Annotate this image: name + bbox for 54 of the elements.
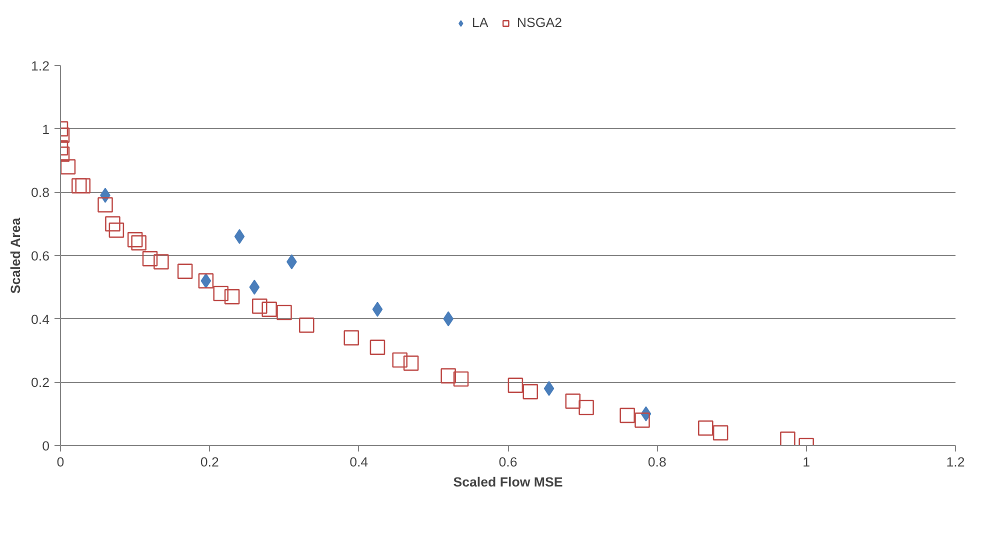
- x-tick-label: 0.8: [648, 454, 666, 470]
- x-tick-label: 0.2: [200, 454, 219, 470]
- legend-label: NSGA2: [516, 15, 562, 30]
- point: [142, 251, 158, 266]
- point: [71, 178, 87, 194]
- y-tick-label: 0: [42, 438, 50, 454]
- y-tick-label: 0.4: [30, 312, 50, 327]
- point: [620, 408, 635, 424]
- x-tick-label: 0.6: [498, 454, 518, 470]
- point: [131, 235, 146, 250]
- point: [108, 222, 124, 238]
- point: [344, 330, 360, 346]
- x-tick-label: 0: [56, 454, 64, 470]
- point: [453, 371, 469, 387]
- y-tick-label: 0.2: [30, 375, 50, 390]
- y-tick-label: 1: [42, 122, 50, 137]
- point: [276, 304, 292, 320]
- y-tick-label: 0.6: [30, 248, 50, 264]
- point: [522, 384, 538, 400]
- y-axis-title: Scaled Area: [8, 217, 23, 294]
- legend-label: LA: [472, 15, 490, 30]
- point: [298, 318, 314, 333]
- point: [213, 286, 229, 302]
- x-axis-title: Scaled Flow MSE: [453, 474, 563, 490]
- point: [127, 232, 143, 248]
- point: [372, 302, 383, 317]
- point: [403, 356, 419, 371]
- y-tick-label: 0.8: [30, 185, 50, 200]
- point: [370, 340, 386, 355]
- point: [698, 420, 714, 436]
- point: [98, 197, 113, 212]
- point: [440, 368, 456, 384]
- point: [634, 412, 650, 428]
- x-tick-label: 1: [802, 454, 810, 470]
- point: [544, 381, 554, 396]
- point: [392, 352, 408, 368]
- y-tick-label: 1.2: [30, 58, 50, 74]
- point: [75, 178, 91, 194]
- point: [578, 400, 594, 416]
- point: [262, 302, 277, 317]
- point: [60, 159, 76, 174]
- x-tick-label: 1.2: [946, 454, 965, 470]
- point: [780, 432, 796, 446]
- point: [105, 216, 120, 232]
- point: [508, 378, 524, 393]
- point: [154, 254, 169, 270]
- point: [177, 264, 193, 279]
- x-tick-label: 0.4: [350, 454, 369, 470]
- point: [712, 425, 728, 440]
- point: [224, 289, 240, 304]
- point: [234, 229, 245, 244]
- point: [249, 280, 260, 295]
- point: [565, 394, 581, 409]
- point: [252, 298, 268, 314]
